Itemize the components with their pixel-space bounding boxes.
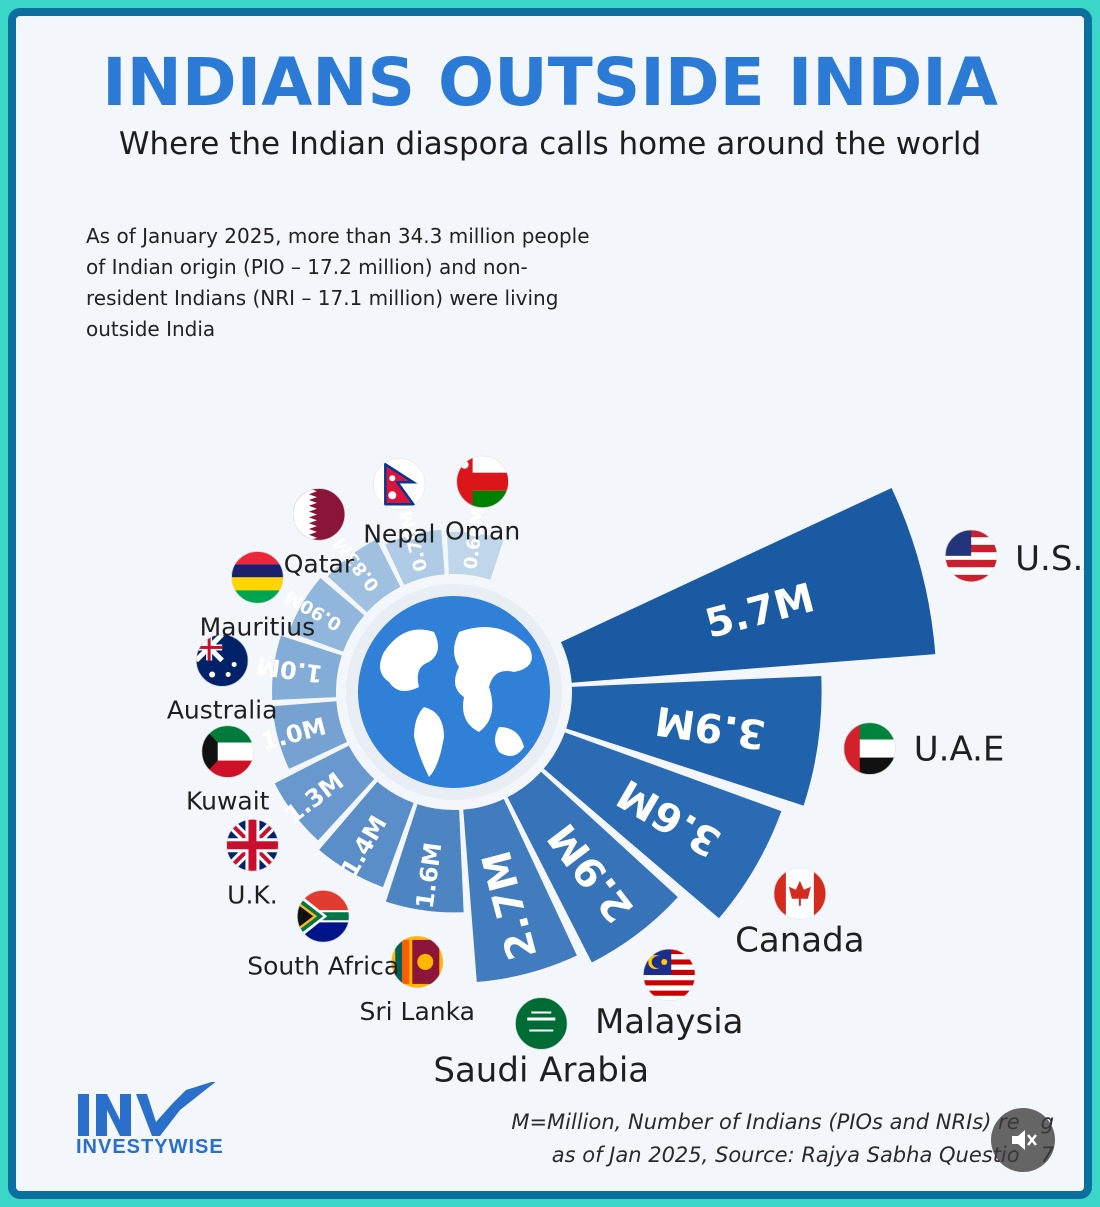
country-label: Mauritius [200,612,316,641]
bar-nepal [385,529,445,586]
bar-saudi-arabia [463,798,577,982]
oman-flag-icon [456,455,509,508]
uae-flag-icon [843,722,896,775]
bar-group: 3.9M U.A.E [566,675,1005,806]
country-label: South Africa [247,951,399,980]
country-label: U.S.A [1015,539,1084,579]
mauritius-flag-icon [231,551,284,604]
bar-u-s-a [560,487,936,683]
country-label: Qatar [284,549,355,578]
bar-australia [272,635,342,700]
footnote: M=Million, Number of Indians (PIOs and N… [511,1106,1054,1172]
bar-u-a-e [566,675,822,806]
muted-speaker-icon [1012,1130,1037,1150]
bar-qatar [327,539,401,613]
bar-kuwait [272,701,348,769]
country-label: Nepal [363,519,435,548]
footnote-line-1: M=Million, Number of Indians (PIOs and N… [511,1110,1054,1134]
bar-south-africa [319,781,414,888]
nepal-flag-icon [373,458,426,511]
infographic-canvas: INDIANS OUTSIDE INDIA Where the Indian d… [16,16,1084,1191]
radial-bar-chart: 5.7MU.S.A3.9MU.A.E3.6MCanada2.9MMalaysia… [167,455,1084,1091]
country-label: Kuwait [186,787,270,816]
usa-flag-icon [945,529,998,582]
page-subtitle: Where the Indian diaspora calls home aro… [118,126,982,162]
country-label: U.K. [227,880,278,909]
uk-flag-icon [226,819,279,872]
kuwait-flag-icon [201,725,254,778]
infographic-frame: INDIANS OUTSIDE INDIA Where the Indian d… [8,8,1092,1199]
bar-u-k- [274,745,375,841]
mute-button[interactable] [991,1108,1055,1172]
bar-sri-lanka [385,804,464,913]
malaysia-flag-icon [643,949,696,1002]
australia-flag-icon [196,634,249,687]
country-label: Australia [167,695,278,724]
qatar-flag-icon [292,488,345,541]
investywise-logo-icon [76,1080,236,1142]
diaspora-note: As of January 2025, more than 34.3 milli… [86,224,590,341]
logo-wordmark: INVESTYWISE [76,1136,224,1158]
country-label: Oman [445,517,520,546]
country-label: Saudi Arabia [433,1051,649,1091]
country-label: Sri Lanka [360,997,476,1026]
globe-icon [346,584,562,800]
sri-lanka-flag-icon [391,935,444,988]
country-label: Canada [735,921,864,961]
page-title: INDIANS OUTSIDE INDIA [102,44,998,121]
bar-group: 5.7MU.S.A [560,487,1084,683]
footnote-line-2: as of Jan 2025, Source: Rajya Sabha Ques… [551,1143,1054,1167]
bar-mauritius [288,577,365,652]
bar-malaysia [507,771,678,963]
bar-group: 1.3MU.K. [226,745,375,909]
saudi-arabia-flag-icon [515,997,568,1050]
bar-oman [447,531,504,580]
bar-canada [543,732,782,919]
country-label: U.A.E [914,730,1005,770]
south-africa-flag-icon [297,890,350,943]
country-label: Malaysia [595,1002,744,1042]
canada-flag-icon [773,867,826,920]
